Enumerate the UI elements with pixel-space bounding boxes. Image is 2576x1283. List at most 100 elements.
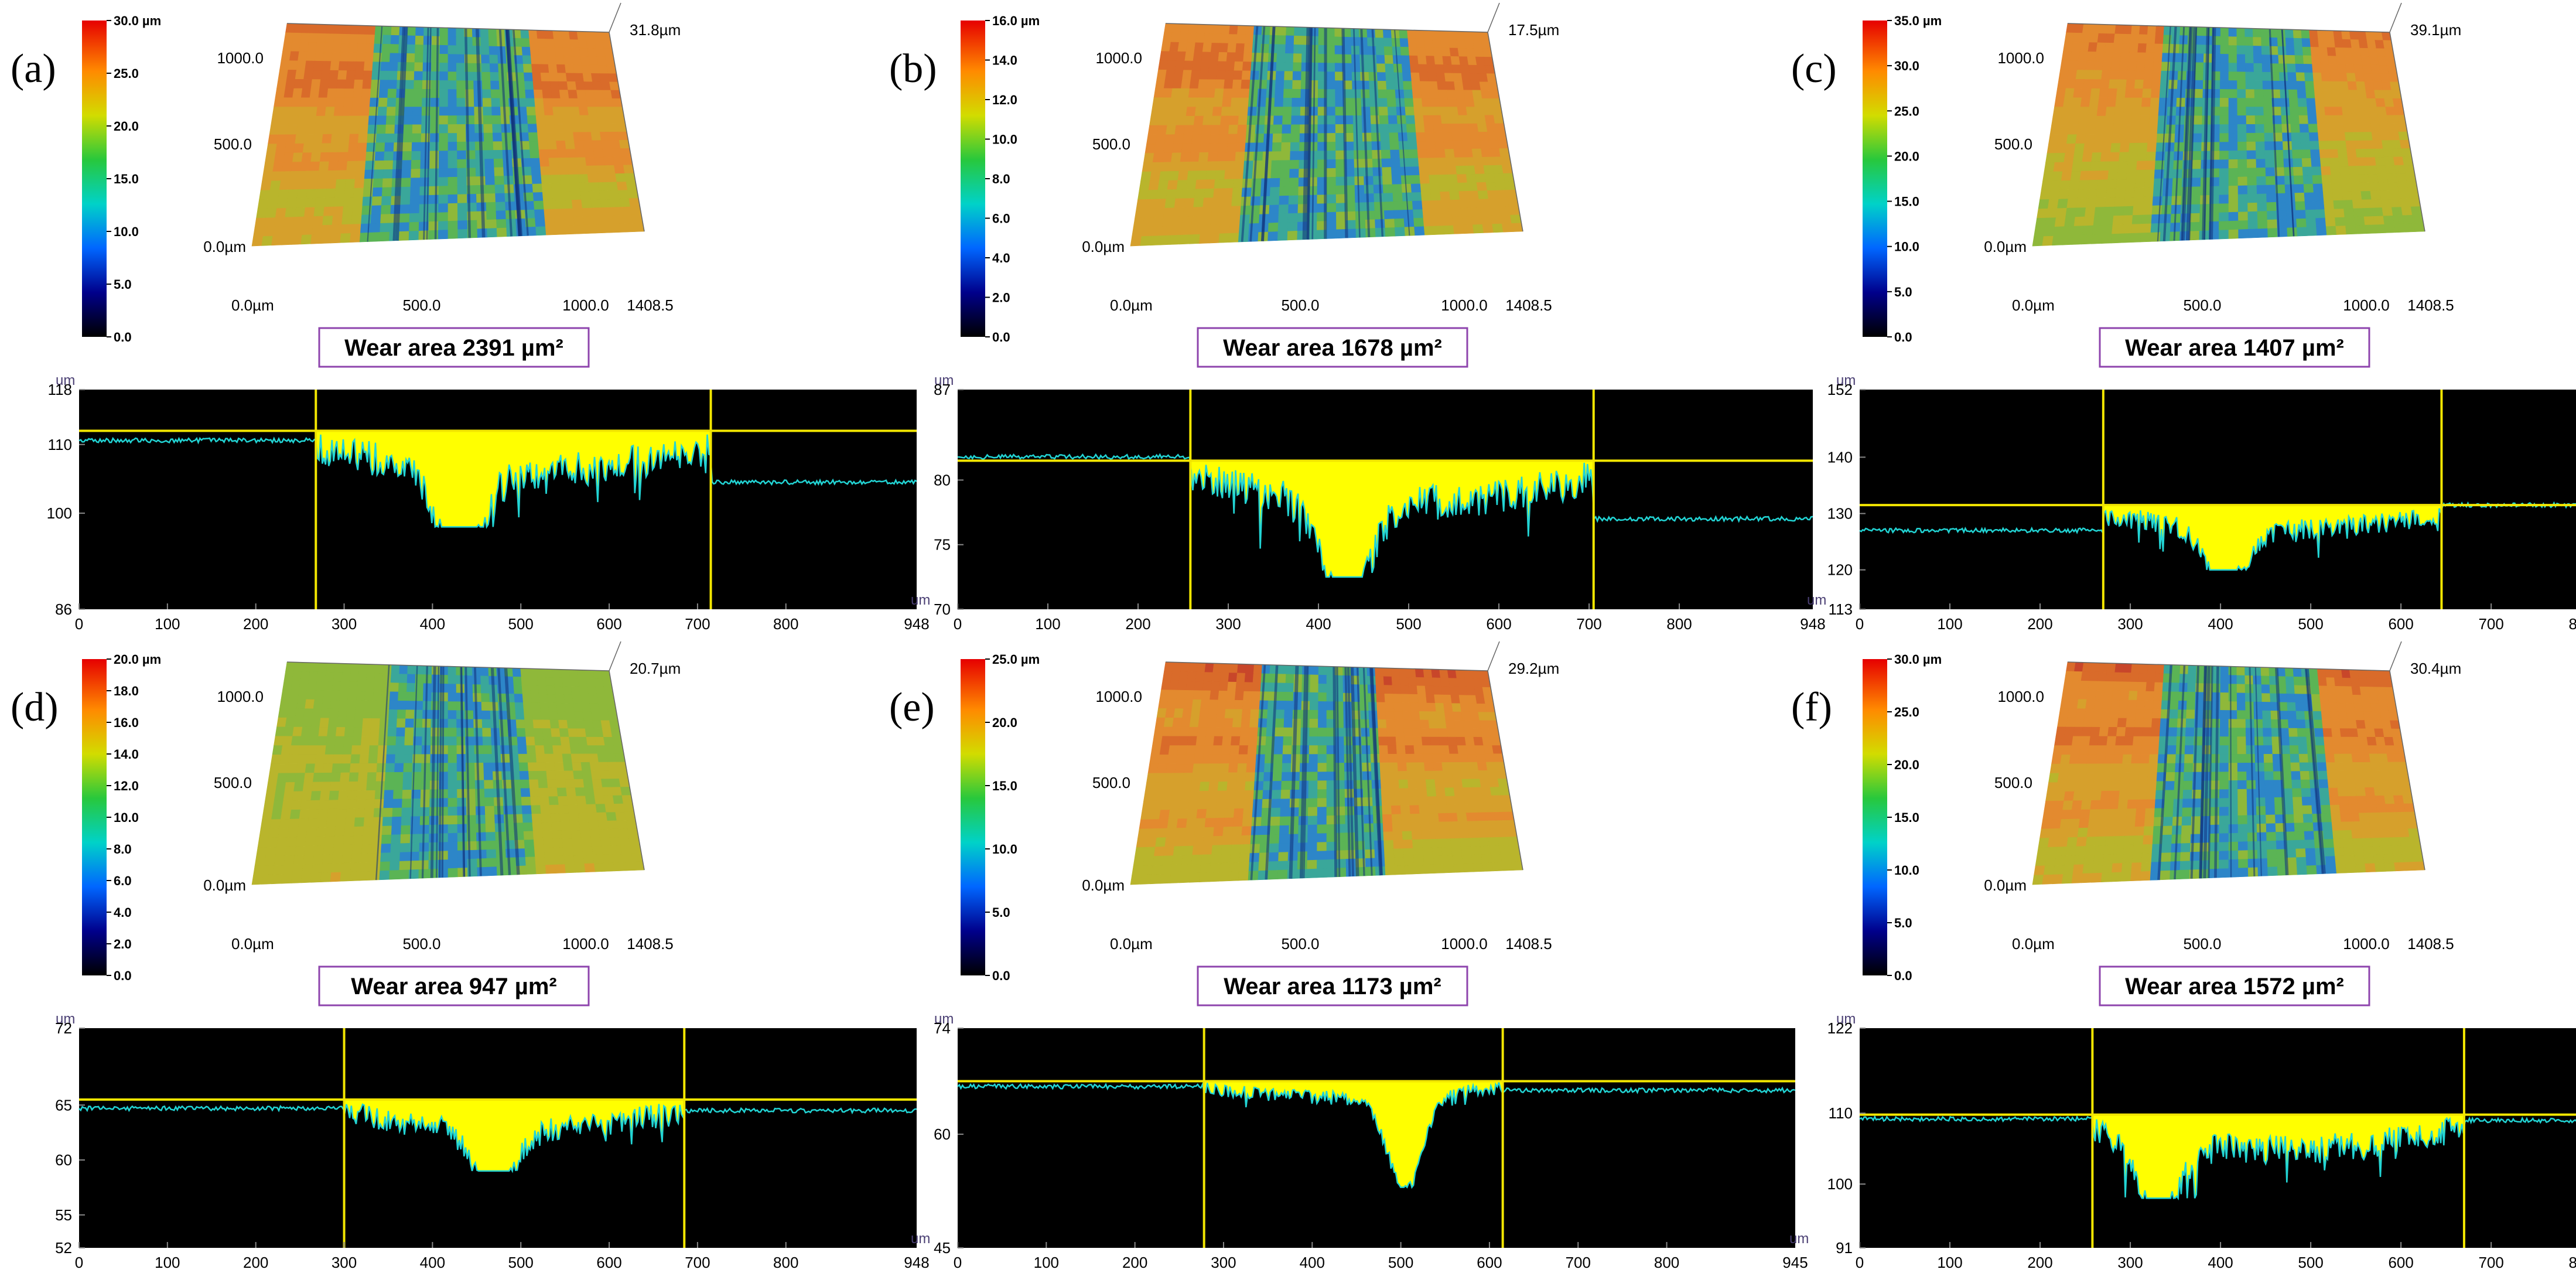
surface-cell bbox=[1397, 762, 1407, 772]
surface-cell bbox=[1453, 73, 1463, 82]
surface-cell bbox=[1415, 762, 1426, 772]
surface-cell bbox=[288, 754, 299, 765]
surface-cell bbox=[457, 220, 468, 230]
surface-cell bbox=[2382, 140, 2393, 149]
wear-streak bbox=[1249, 26, 1266, 242]
surface-cell bbox=[1398, 771, 1408, 780]
surface-cell bbox=[353, 187, 364, 197]
surface-cell bbox=[1185, 179, 1197, 190]
surface-cell bbox=[2121, 125, 2131, 135]
surface-cell bbox=[1215, 799, 1226, 810]
surface-cell bbox=[1453, 711, 1463, 721]
surface-cell bbox=[391, 664, 400, 674]
surface-cell bbox=[1287, 221, 1298, 232]
panel-label: (a) bbox=[11, 46, 56, 91]
surface-cell bbox=[1224, 170, 1235, 180]
surface-cell bbox=[412, 115, 422, 125]
surface-cell bbox=[1169, 680, 1180, 691]
surface-cell bbox=[2402, 214, 2414, 224]
surface-cell bbox=[481, 54, 490, 64]
surface-cell bbox=[264, 217, 276, 228]
surface-cell bbox=[1169, 42, 1180, 52]
surface-cell bbox=[349, 763, 360, 773]
surface-cell bbox=[2122, 215, 2133, 225]
surface-cell bbox=[607, 820, 619, 830]
surface-cell bbox=[1282, 754, 1292, 764]
surface-cell bbox=[606, 753, 617, 763]
surface-cell bbox=[1467, 753, 1478, 763]
surface-cell bbox=[474, 745, 484, 755]
surface-cell bbox=[1429, 175, 1440, 184]
surface-cell bbox=[1400, 55, 1410, 64]
surface-cell bbox=[1438, 174, 1449, 184]
surface-cell bbox=[569, 174, 580, 183]
surface-cell bbox=[266, 782, 278, 792]
surface-cell bbox=[296, 125, 307, 135]
surface-cell bbox=[1475, 695, 1486, 704]
surface-cell bbox=[300, 671, 310, 681]
surface-cell bbox=[1453, 787, 1464, 797]
surface-cell bbox=[2371, 199, 2383, 209]
surface-cell bbox=[1221, 206, 1232, 216]
surface-cell bbox=[313, 772, 323, 783]
surface-cell bbox=[1374, 210, 1385, 220]
surface-cell bbox=[487, 228, 498, 238]
surface-cell bbox=[346, 170, 356, 180]
surface-cell bbox=[1326, 194, 1337, 204]
surface-cell bbox=[552, 669, 562, 678]
surface-cell bbox=[2065, 207, 2077, 218]
surface-cell bbox=[2390, 198, 2402, 208]
surface-cell bbox=[1463, 148, 1474, 158]
surface-cell bbox=[1488, 779, 1499, 788]
surface-cell bbox=[481, 710, 491, 720]
surface-cell bbox=[268, 828, 280, 838]
surface-cell bbox=[1406, 132, 1417, 142]
surface-cell bbox=[1360, 80, 1370, 90]
surface-cell bbox=[399, 204, 411, 214]
surface-cell bbox=[324, 197, 335, 207]
surface-cell bbox=[1444, 787, 1456, 797]
surface-cell bbox=[1273, 115, 1283, 125]
profile-x-end-label: 948 bbox=[904, 1254, 929, 1271]
surface-cell bbox=[1477, 703, 1487, 712]
surface-cell bbox=[405, 709, 415, 719]
colorbar-tick-label: 2.0 bbox=[992, 291, 1010, 305]
surface-cell bbox=[305, 198, 316, 208]
surface-cell bbox=[532, 183, 543, 193]
surface-cell bbox=[538, 779, 548, 789]
surface-cell bbox=[1457, 182, 1469, 192]
surface-cell bbox=[1451, 64, 1462, 74]
surface-cell bbox=[1405, 107, 1415, 116]
surface-cell bbox=[447, 98, 457, 107]
surface-cell bbox=[275, 88, 286, 98]
surface-cell bbox=[330, 134, 341, 144]
surface-cell bbox=[259, 190, 271, 200]
surface-cell bbox=[1494, 173, 1505, 183]
surface-cell bbox=[2081, 234, 2093, 245]
surface-cell bbox=[1231, 88, 1242, 98]
surface-cell bbox=[597, 115, 608, 124]
surface-cell bbox=[300, 161, 311, 172]
surface-cell bbox=[338, 152, 349, 162]
surface-cell bbox=[1285, 674, 1294, 684]
surface-cell bbox=[1443, 779, 1454, 789]
surface-cell bbox=[482, 728, 492, 738]
surface-cell bbox=[1248, 736, 1258, 746]
profile-x-unit: um bbox=[1807, 592, 1826, 608]
surface-x-tick: 1408.5 bbox=[2407, 296, 2454, 314]
surface-cell bbox=[1156, 828, 1168, 838]
surface-cell bbox=[1189, 234, 1201, 244]
surface-cell bbox=[325, 827, 336, 837]
surface-cell bbox=[1243, 43, 1253, 53]
surface-cell bbox=[1232, 179, 1243, 189]
profile-y-tick-label: 80 bbox=[934, 471, 951, 489]
surface-cell bbox=[354, 817, 365, 827]
surface-cell bbox=[1468, 190, 1480, 200]
colorbar-tick-label: 25.0 bbox=[1894, 104, 1919, 118]
surface-cell bbox=[2325, 217, 2336, 227]
surface-cell bbox=[456, 89, 466, 98]
surface-cell bbox=[574, 711, 585, 721]
surface-cell bbox=[1190, 143, 1201, 153]
surface-cell bbox=[317, 170, 329, 180]
surface-cell bbox=[366, 25, 376, 35]
